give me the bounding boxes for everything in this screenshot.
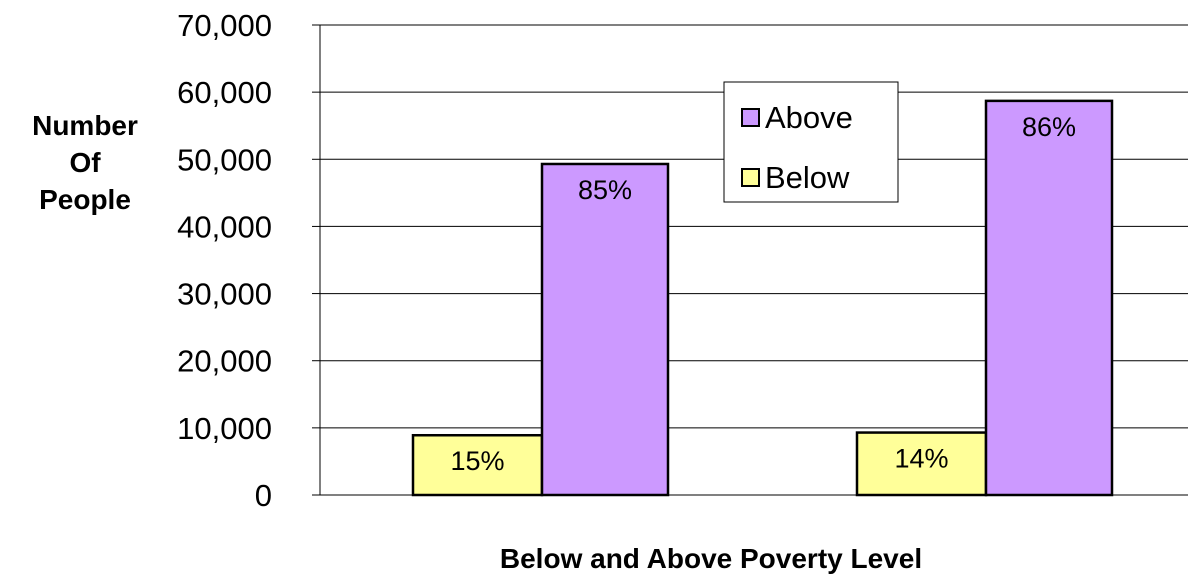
y-axis-title-line: Of	[69, 147, 101, 178]
legend-label-above: Above	[765, 100, 853, 135]
legend-swatch-above	[741, 108, 760, 127]
y-axis-title: Number Of People	[32, 110, 138, 215]
legend: Above Below	[723, 81, 899, 203]
y-tick-label: 50,000	[177, 142, 272, 177]
y-tick-label: 60,000	[177, 75, 272, 110]
y-tick-label: 0	[255, 478, 272, 513]
bar-labels: 15% 85% 14% 86%	[450, 112, 1076, 476]
legend-swatch-below	[741, 168, 760, 187]
y-tick-label: 70,000	[177, 8, 272, 43]
legend-label-below: Below	[765, 160, 850, 195]
bar-data-label: 15%	[450, 446, 504, 476]
y-tick-labels: 0 10,000 20,000 30,000 40,000 50,000 60,000 70,…	[177, 8, 272, 513]
x-axis-title: Below and Above Poverty Level	[500, 543, 922, 574]
bar-above	[540, 162, 670, 497]
bar-above	[984, 99, 1114, 497]
y-axis-title-line: Number	[32, 110, 138, 141]
bar-data-label: 86%	[1022, 112, 1076, 142]
y-axis-title-line: People	[39, 184, 131, 215]
y-tick-label: 40,000	[177, 209, 272, 244]
y-tick-label: 30,000	[177, 277, 272, 312]
bar-data-label: 14%	[894, 444, 948, 474]
bar-below	[411, 433, 544, 497]
bars	[411, 99, 1114, 497]
y-tick-label: 20,000	[177, 344, 272, 379]
bar-below	[855, 431, 988, 497]
y-tick-label: 10,000	[177, 411, 272, 446]
bar-data-label: 85%	[578, 175, 632, 205]
